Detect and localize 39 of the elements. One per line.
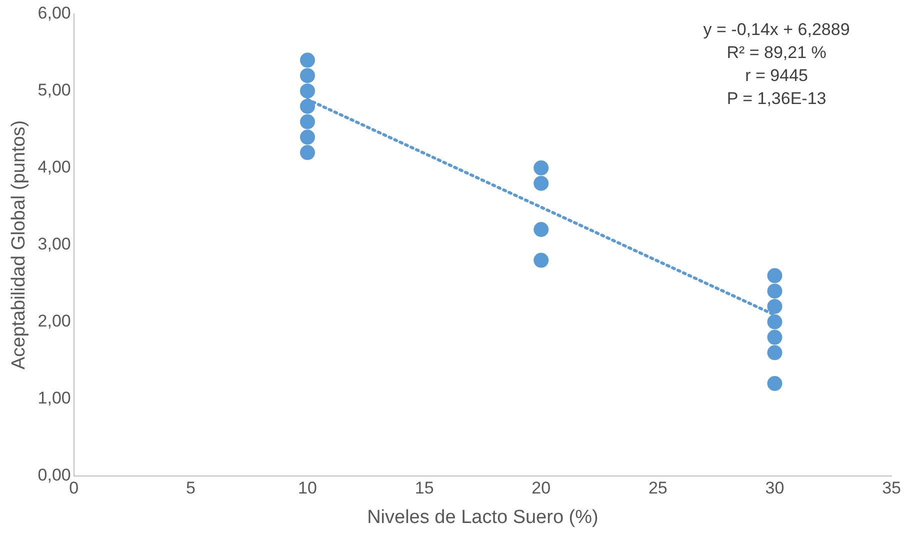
point <box>300 98 316 114</box>
x-tick-label: 0 <box>69 478 79 498</box>
x-tick-label: 25 <box>648 478 668 498</box>
x-tick-label: 30 <box>765 478 784 498</box>
point <box>300 114 316 130</box>
point <box>300 145 316 160</box>
point <box>534 160 549 176</box>
y-axis-title: Aceptabilidad Global (puntos) <box>8 120 30 370</box>
point <box>534 176 549 191</box>
point <box>767 330 782 345</box>
x-tick-label: 15 <box>414 478 434 498</box>
y-tick-label: 5,00 <box>38 80 71 100</box>
annotation: r = 9445 <box>745 66 808 86</box>
y-tick-label: 2,00 <box>38 312 71 331</box>
y-tick-label: 3,00 <box>38 234 71 254</box>
point <box>767 345 782 360</box>
point <box>300 68 316 84</box>
point <box>534 222 549 238</box>
x-tick-label: 10 <box>298 478 317 498</box>
x-tick-label: 5 <box>186 478 196 498</box>
y-tick-label: 4,00 <box>38 158 71 177</box>
annotation: P = 1,36E-13 <box>726 89 826 108</box>
x-axis-title: Niveles de Lacto Suero (%) <box>367 506 598 528</box>
annotation: R² = 89,21 % <box>726 43 826 62</box>
y-tick-label: 0,00 <box>38 465 71 484</box>
y-tick-label: 1,00 <box>38 388 71 408</box>
point <box>767 268 782 284</box>
y-tick-label: 6,00 <box>38 4 71 23</box>
point <box>767 284 782 299</box>
x-tick-label: 35 <box>882 478 902 498</box>
annotation: y = -0,14x + 6,2889 <box>703 20 850 40</box>
point <box>534 252 549 268</box>
point <box>767 298 782 314</box>
point <box>767 376 782 391</box>
x-tick-label: 20 <box>532 478 551 498</box>
point <box>300 83 316 98</box>
point <box>767 314 782 330</box>
point <box>300 52 316 68</box>
point <box>300 130 316 145</box>
